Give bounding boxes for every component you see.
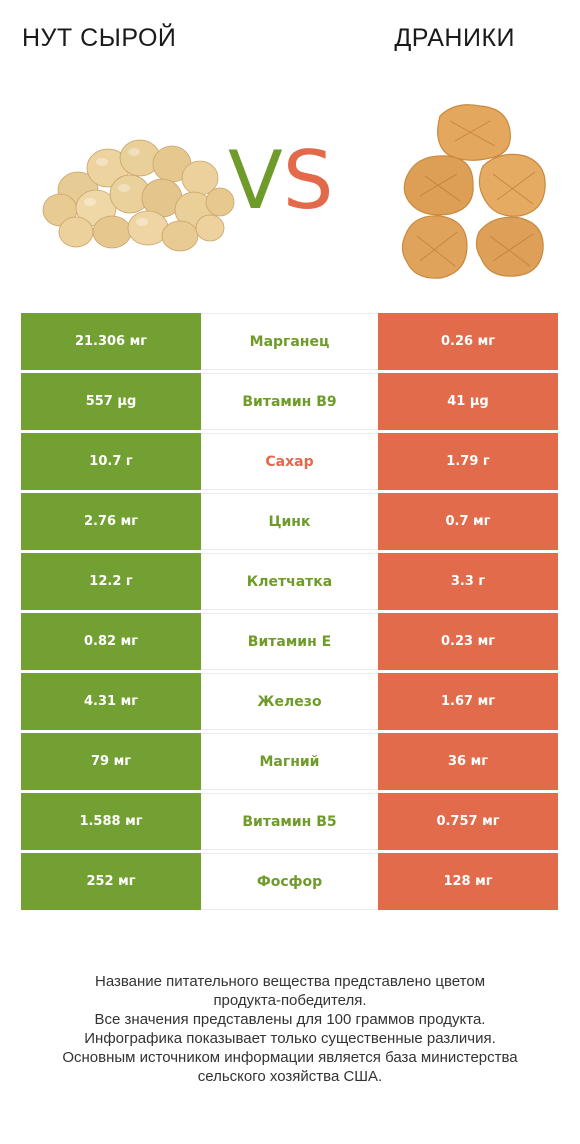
right-value: 0.26 мг — [378, 313, 558, 370]
left-value: 4.31 мг — [21, 673, 201, 730]
left-value: 12.2 г — [21, 553, 201, 610]
right-food-title: ДРАНИКИ — [394, 24, 515, 52]
footer-line: Основным источником информации является … — [62, 1049, 518, 1066]
footer-note: Название питательного вещества представл… — [20, 972, 560, 1086]
footer-line: Название питательного вещества представл… — [94, 973, 486, 990]
nutrient-name: Цинк — [201, 493, 378, 550]
right-value: 1.79 г — [378, 433, 558, 490]
nutrient-name: Марганец — [201, 313, 378, 370]
left-value: 21.306 мг — [21, 313, 201, 370]
left-value: 10.7 г — [21, 433, 201, 490]
nutrient-row: 0.82 мг Витамин E 0.23 мг — [21, 613, 558, 670]
nutrient-name: Магний — [201, 733, 378, 790]
right-value: 1.67 мг — [378, 673, 558, 730]
nutrient-name: Витамин B9 — [201, 373, 378, 430]
nutrient-row: 252 мг Фосфор 128 мг — [21, 853, 558, 910]
left-value: 0.82 мг — [21, 613, 201, 670]
vs-label: VS — [228, 134, 334, 227]
nutrient-row: 557 µg Витамин B9 41 µg — [21, 373, 558, 430]
left-value: 252 мг — [21, 853, 201, 910]
right-value: 128 мг — [378, 853, 558, 910]
nutrient-row: 79 мг Магний 36 мг — [21, 733, 558, 790]
nutrient-name: Фосфор — [201, 853, 378, 910]
nutrient-row: 10.7 г Сахар 1.79 г — [21, 433, 558, 490]
nutrient-name: Витамин B5 — [201, 793, 378, 850]
footer-line: Инфографика показывает только существенн… — [84, 1030, 496, 1047]
left-value: 2.76 мг — [21, 493, 201, 550]
footer-line: Все значения представлены для 100 граммо… — [94, 1011, 486, 1028]
footer-line: продукта-победителя. — [213, 992, 367, 1009]
left-value: 557 µg — [21, 373, 201, 430]
left-food-title: НУТ СЫРОЙ — [22, 24, 177, 52]
nutrient-row: 12.2 г Клетчатка 3.3 г — [21, 553, 558, 610]
right-value: 0.757 мг — [378, 793, 558, 850]
nutrient-name: Сахар — [201, 433, 378, 490]
nutrient-row: 4.31 мг Железо 1.67 мг — [21, 673, 558, 730]
nutrient-name: Клетчатка — [201, 553, 378, 610]
nutrient-name: Железо — [201, 673, 378, 730]
chickpeas-image — [42, 139, 235, 252]
draniki-image — [401, 104, 546, 279]
right-value: 3.3 г — [378, 553, 558, 610]
right-value: 41 µg — [378, 373, 558, 430]
left-value: 79 мг — [21, 733, 201, 790]
nutrient-row: 1.588 мг Витамин B5 0.757 мг — [21, 793, 558, 850]
right-value: 36 мг — [378, 733, 558, 790]
left-value: 1.588 мг — [21, 793, 201, 850]
nutrient-row: 21.306 мг Марганец 0.26 мг — [21, 313, 558, 370]
right-value: 0.7 мг — [378, 493, 558, 550]
nutrient-row: 2.76 мг Цинк 0.7 мг — [21, 493, 558, 550]
footer-line: сельского хозяйства США. — [197, 1068, 383, 1085]
nutrient-table: 21.306 мг Марганец 0.26 мг 557 µg Витамин B9… — [21, 313, 558, 913]
right-value: 0.23 мг — [378, 613, 558, 670]
nutrient-name: Витамин E — [201, 613, 378, 670]
